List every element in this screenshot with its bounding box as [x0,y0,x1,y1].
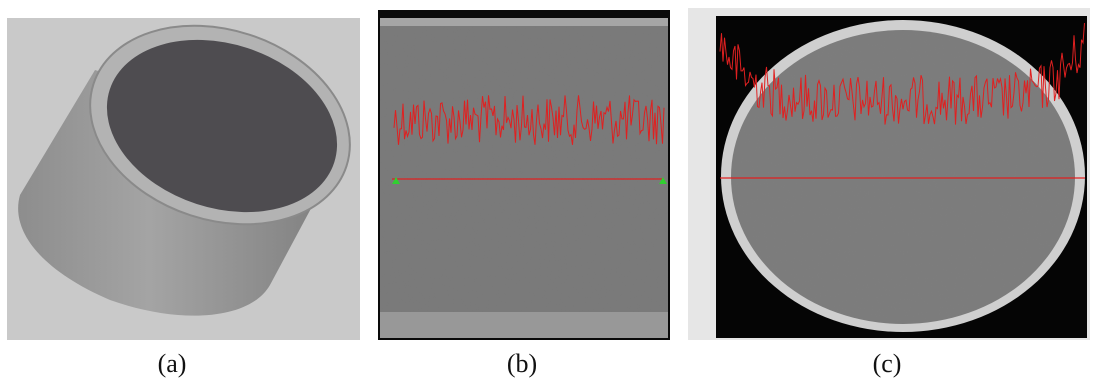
caption: (b) [507,349,537,378]
caption: (c) [873,349,902,378]
slice-interior [731,30,1075,324]
caption: (a) [158,349,187,378]
intensity-profile [393,95,665,145]
panel-c [688,8,1090,340]
intensity-profile [719,23,1085,125]
panel-b-top-edge [380,18,668,26]
marker [659,177,667,184]
panel-b-bottom-edge [380,312,668,338]
panel-b [378,10,670,340]
marker [392,177,400,184]
panel-b-scan [380,18,668,338]
cylinder-inside [106,39,338,213]
panel-a [7,18,360,340]
